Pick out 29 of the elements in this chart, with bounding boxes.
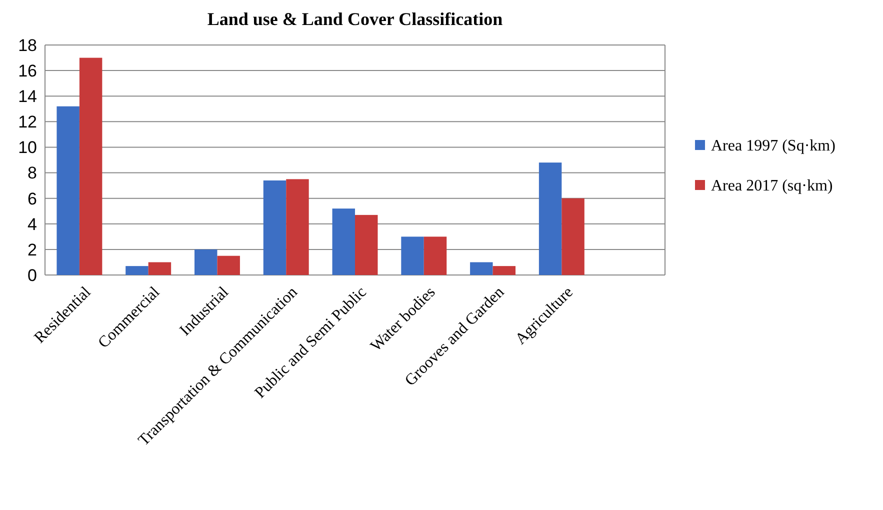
y-tick-label: 0 [28,266,37,285]
bar [79,58,102,275]
bar [286,179,309,275]
bar [332,208,355,275]
bar [470,262,493,275]
y-tick-label: 10 [18,138,37,158]
y-tick-label: 2 [28,240,37,260]
bar [263,180,286,275]
bar [538,162,562,275]
y-tick-label: 12 [18,112,37,132]
chart-title: Land use & Land Cover Classification [207,9,503,29]
bar [492,266,516,275]
y-tick-label: 4 [28,214,37,234]
bar [424,236,447,275]
y-tick-label: 16 [18,62,37,81]
legend-label: Area 1997 (Sq·km) [711,138,836,155]
y-tick-label: 8 [28,164,37,183]
bar [56,106,80,275]
bar [148,262,172,275]
bar [217,256,240,275]
y-tick-label: 14 [18,87,37,106]
y-tick-label: 6 [28,189,37,208]
bar [126,266,148,275]
bar [194,249,218,275]
bar [355,214,378,275]
y-tick-label: 18 [18,36,37,55]
bar [401,236,424,275]
bar [562,198,584,275]
legend-label: Area 2017 (sq·km) [711,178,833,195]
